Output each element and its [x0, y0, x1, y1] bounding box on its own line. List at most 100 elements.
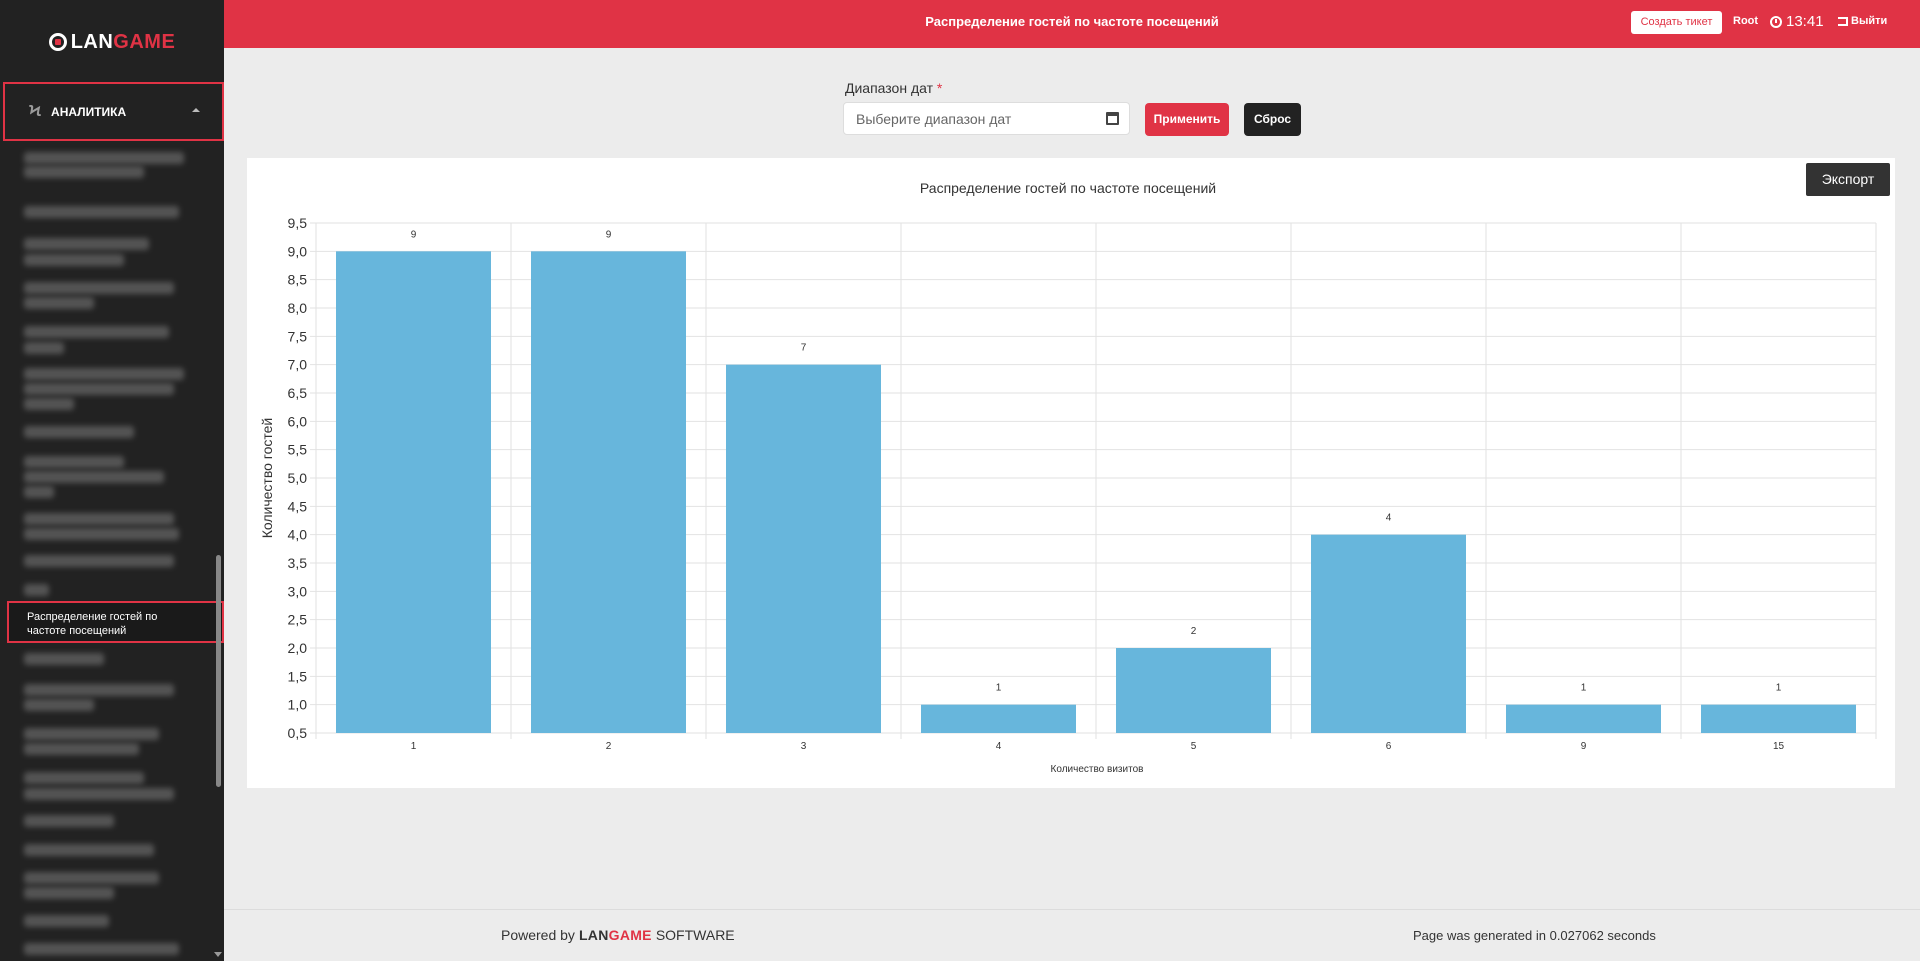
sidebar-item-blurred[interactable] [24, 584, 49, 596]
sidebar-item-blurred[interactable] [24, 844, 154, 856]
y-tick-label: 3,0 [288, 583, 308, 599]
sidebar-item-blurred[interactable] [24, 872, 159, 884]
data-label: 7 [801, 343, 807, 354]
sidebar-item-blurred[interactable] [24, 528, 179, 540]
data-label: 1 [996, 683, 1002, 694]
page-title: Распределение гостей по частоте посещени… [925, 14, 1219, 29]
generation-time: Page was generated in 0.027062 seconds [1413, 928, 1656, 943]
logo-icon [48, 33, 67, 51]
logout-button[interactable]: Выйти [1838, 15, 1887, 27]
bar-chart: Распределение гостей по частоте посещени… [259, 180, 1877, 775]
sidebar-item-blurred[interactable] [24, 486, 54, 498]
sidebar-item-blurred[interactable] [24, 743, 139, 755]
chart-labels: 0,5 1,0 1,5 2,0 2,5 3,0 3,5 4,0 4,5 5,0 5,5 6,0 6,5 7… [288, 215, 1785, 752]
chart-y-axis-label: Количество гостей [259, 418, 275, 539]
sidebar-item-blurred[interactable] [24, 238, 149, 250]
sidebar-item-blurred[interactable] [24, 368, 184, 380]
sidebar-item-blurred[interactable] [24, 815, 114, 827]
x-tick-label: 3 [801, 741, 807, 752]
sidebar-item-blurred[interactable] [24, 398, 74, 410]
bar [1506, 704, 1661, 733]
sidebar-item-blurred[interactable] [24, 426, 134, 438]
y-tick-label: 6,0 [288, 413, 308, 429]
date-range-input[interactable] [843, 102, 1130, 135]
sidebar-item-blurred[interactable] [24, 555, 174, 567]
powered-prefix: Powered by [501, 927, 575, 943]
sidebar-item-blurred[interactable] [24, 943, 179, 955]
y-tick-label: 3,5 [288, 555, 308, 571]
bar [1116, 648, 1271, 733]
sidebar-item-blurred[interactable] [24, 326, 169, 338]
apply-button[interactable]: Применить [1145, 103, 1229, 136]
clock-icon [1770, 15, 1782, 28]
user-name[interactable]: Root [1733, 15, 1759, 27]
chevron-up-icon [192, 108, 200, 112]
sidebar-item-blurred[interactable] [24, 772, 144, 784]
bar [336, 251, 491, 733]
sidebar-scrollbar[interactable] [216, 555, 221, 787]
reset-button[interactable]: Сброс [1244, 103, 1301, 136]
create-ticket-button[interactable]: Создать тикет [1631, 11, 1722, 34]
sidebar-item-blurred[interactable] [24, 342, 64, 354]
data-label: 1 [1776, 683, 1782, 694]
bolt-icon: ϟ [29, 102, 42, 120]
data-label: 4 [1386, 513, 1392, 524]
clock-time: 13:41 [1786, 13, 1824, 30]
footer-brand: LANGAME [578, 927, 652, 943]
sidebar-item-blurred[interactable] [24, 282, 174, 294]
sidebar-item-blurred[interactable] [24, 513, 174, 525]
sidebar-item-blurred[interactable] [24, 383, 174, 395]
sidebar-item-blurred[interactable] [24, 728, 159, 740]
y-tick-label: 9,5 [288, 215, 308, 231]
bar [921, 704, 1076, 733]
chart-card: Распределение гостей по частоте посещени… [247, 158, 1895, 788]
y-tick-label: 4,0 [288, 527, 308, 543]
logout-label: Выйти [1851, 15, 1888, 27]
calendar-icon[interactable] [1106, 112, 1119, 125]
sidebar-item-blurred[interactable] [24, 471, 164, 483]
sidebar-item-blurred[interactable] [24, 152, 184, 164]
topbar: Распределение гостей по частоте посещени… [224, 0, 1920, 48]
y-tick-label: 1,5 [288, 668, 308, 684]
sidebar-item-blurred[interactable] [24, 915, 109, 927]
bar [1701, 704, 1856, 733]
x-tick-label: 6 [1386, 741, 1392, 752]
sidebar-item-blurred[interactable] [24, 456, 124, 468]
sidebar-item-blurred[interactable] [24, 206, 179, 218]
sidebar-item-blurred[interactable] [24, 699, 94, 711]
chart-bars [336, 251, 1856, 733]
y-tick-label: 8,5 [288, 272, 308, 288]
y-tick-label: 8,0 [288, 300, 308, 316]
sidebar-section-label: АНАЛИТИКА [51, 104, 127, 119]
sidebar-item-blurred[interactable] [24, 653, 104, 665]
y-tick-label: 0,5 [288, 725, 308, 741]
y-tick-label: 5,0 [288, 470, 308, 486]
chart-x-axis-label: Количество визитов [1051, 764, 1144, 775]
sidebar-item-blurred[interactable] [24, 297, 94, 309]
data-label: 9 [411, 229, 417, 240]
sidebar-item-blurred[interactable] [24, 254, 124, 266]
sidebar-section-analytics[interactable]: ϟ АНАЛИТИКА [3, 82, 224, 141]
sidebar-item-blurred[interactable] [24, 788, 174, 800]
bar [726, 364, 881, 733]
sidebar: LANGAME ϟ АНАЛИТИКА Распределение гостей… [0, 0, 224, 961]
y-tick-label: 2,5 [288, 612, 308, 628]
clock: 13:41 [1770, 13, 1824, 30]
sidebar-item-blurred[interactable] [24, 166, 144, 178]
scroll-down-icon[interactable] [214, 952, 222, 957]
export-button[interactable]: Экспорт [1806, 163, 1890, 196]
sidebar-item-guest-distribution[interactable]: Распределение гостей по частоте посещени… [7, 601, 224, 643]
date-range-label: Диапазон дат * [845, 80, 943, 96]
y-tick-label: 7,5 [288, 328, 308, 344]
powered-by: Powered by LANGAME SOFTWARE [501, 927, 735, 943]
x-tick-label: 1 [411, 741, 417, 752]
x-tick-label: 2 [606, 741, 612, 752]
sidebar-item-blurred[interactable] [24, 887, 114, 899]
app-logo[interactable]: LANGAME [0, 0, 224, 84]
footer: Powered by LANGAME SOFTWARE Page was gen… [224, 909, 1920, 961]
data-label: 9 [606, 229, 612, 240]
logo-text: LANGAME [70, 30, 176, 53]
y-tick-label: 4,5 [288, 498, 308, 514]
y-tick-label: 9,0 [288, 243, 308, 259]
sidebar-item-blurred[interactable] [24, 684, 174, 696]
